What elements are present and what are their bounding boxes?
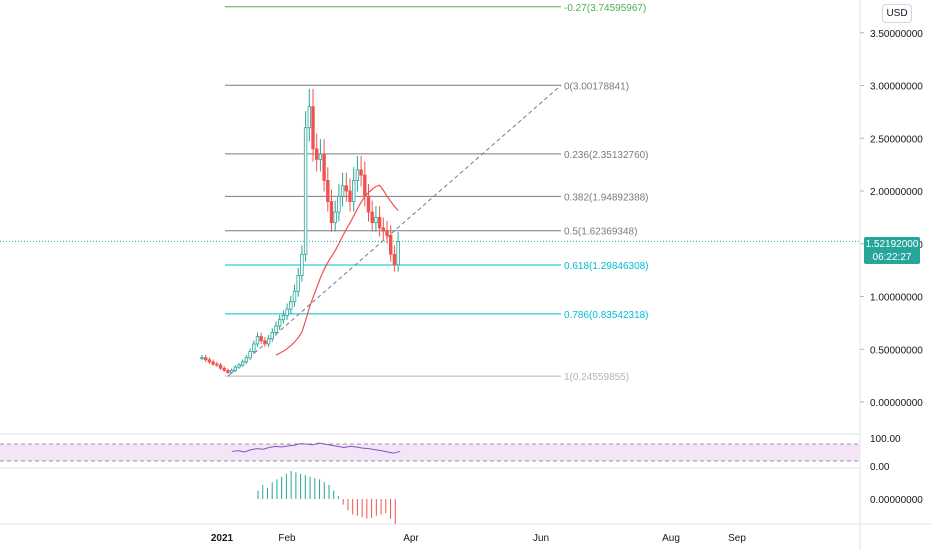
candle-body: [348, 190, 352, 202]
candle-body: [292, 290, 297, 303]
fib-level-label: 0.382(1.94892388): [564, 192, 649, 203]
current-price-value: 1.52192000: [865, 239, 919, 250]
price-tick-label: 0.00000000: [870, 398, 923, 409]
fib-level-label: 1(0.24559855): [564, 372, 629, 383]
time-tick-label: Jun: [533, 533, 549, 544]
candle-body: [200, 357, 204, 360]
candle-body: [303, 127, 308, 255]
rsi-line: [231, 442, 401, 454]
candle-body: [300, 253, 304, 276]
candle-body: [326, 180, 330, 202]
current-price-tag: 1.52192000 06:22:27: [864, 237, 920, 264]
candle-body: [329, 201, 334, 224]
candle-body: [281, 315, 286, 321]
candle-body: [248, 350, 252, 359]
fib-trend-line: [227, 84, 562, 377]
candle-body: [263, 340, 267, 345]
candle-body: [314, 148, 319, 160]
candle-body: [337, 195, 341, 213]
candle-body: [274, 325, 278, 333]
price-tick-label: 2.00000000: [870, 187, 923, 198]
candle-body: [340, 185, 345, 197]
candle-body: [226, 369, 230, 373]
candle-body: [296, 274, 300, 292]
fib-level-label: -0.27(3.74595967): [564, 3, 646, 14]
candle-body: [233, 366, 237, 371]
currency-button[interactable]: USD: [882, 4, 912, 23]
candle-body: [344, 185, 348, 192]
rsi-axis-label: 100.00: [870, 434, 901, 445]
candle-body: [385, 230, 389, 236]
candle-body: [377, 216, 382, 229]
candle-body: [222, 367, 226, 371]
candle-body: [211, 361, 215, 365]
candle-body: [363, 174, 367, 197]
candle-body: [396, 241, 400, 266]
candle-body: [307, 106, 311, 129]
candle-body: [289, 301, 293, 310]
candle-body: [240, 361, 245, 366]
rsi-axis-label: 0.00: [870, 462, 890, 473]
candle-body: [359, 169, 363, 176]
candle-body: [277, 319, 282, 327]
fib-level-label: 0.786(0.83542318): [564, 310, 649, 321]
rsi-band: [0, 444, 860, 461]
time-tick-label: 2021: [211, 533, 234, 544]
candle-body: [252, 343, 256, 352]
bar-countdown: 06:22:27: [872, 252, 912, 263]
candle-body: [311, 106, 315, 150]
candle-body: [388, 234, 393, 255]
fib-level-label: 0.618(1.29846308): [564, 261, 649, 272]
candle-body: [259, 336, 263, 342]
candle-body: [322, 153, 326, 181]
candle-body: [229, 369, 234, 373]
price-tick-label: 0.50000000: [870, 345, 923, 356]
price-tick-label: 3.50000000: [870, 29, 923, 40]
candle-body: [381, 227, 385, 232]
time-tick-label: Aug: [662, 533, 680, 544]
candle-body: [366, 195, 371, 213]
candle-body: [355, 169, 360, 181]
price-tick-label: 2.50000000: [870, 134, 923, 145]
candle-body: [203, 357, 208, 361]
candle-body: [392, 253, 397, 266]
candle-body: [255, 336, 260, 345]
time-tick-label: Feb: [278, 533, 296, 544]
time-tick-label: Apr: [403, 533, 419, 544]
candle-body: [318, 153, 323, 160]
candle-body: [370, 211, 374, 224]
candle-body: [237, 364, 241, 368]
candle-body: [333, 211, 337, 224]
time-tick-label: Sep: [728, 533, 746, 544]
moving-average-line: [275, 184, 399, 356]
candle-body: [215, 363, 219, 366]
fib-level-label: 0.5(1.62369348): [564, 227, 637, 238]
histogram-axis-label: 0.00000000: [870, 495, 923, 506]
candle-body: [207, 359, 212, 363]
price-tick-label: 3.00000000: [870, 82, 923, 93]
candle-body: [218, 364, 223, 369]
candle-body: [351, 180, 356, 202]
price-tick-label: 1.00000000: [870, 293, 923, 304]
candle-body: [374, 216, 378, 224]
fib-level-label: 0(3.00178841): [564, 81, 629, 92]
candle-body: [285, 308, 289, 316]
candle-body: [266, 338, 271, 345]
fib-level-label: 0.236(2.35132760): [564, 150, 649, 161]
candle-body: [244, 357, 249, 363]
candle-body: [270, 331, 274, 340]
